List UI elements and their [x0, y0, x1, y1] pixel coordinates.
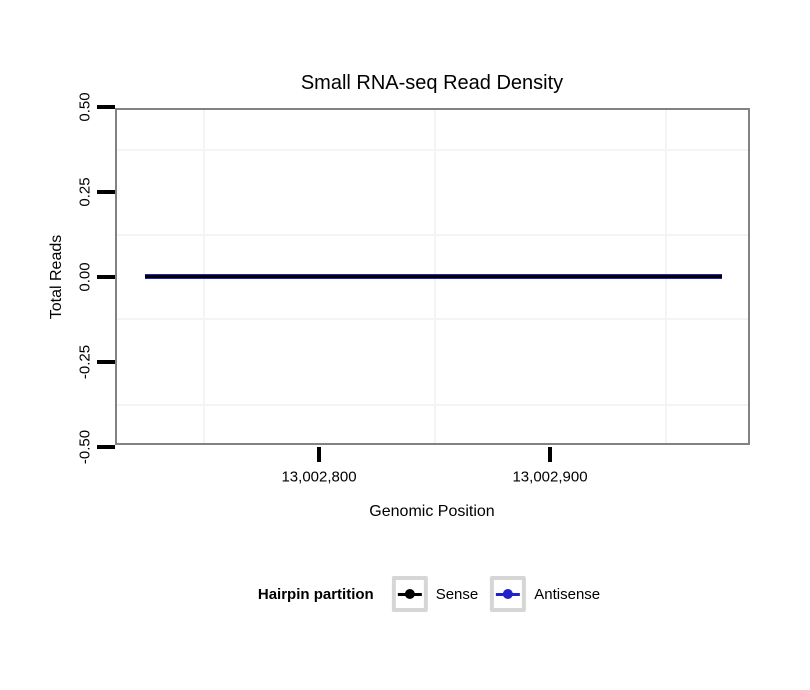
legend-label-antisense: Antisense	[534, 585, 601, 603]
y-tick-label: 0.50	[76, 92, 94, 122]
y-axis-tick	[97, 445, 115, 449]
minor-gridline-h	[117, 318, 748, 320]
y-tick-label: 0.25	[76, 177, 94, 207]
plot-panel	[115, 108, 750, 445]
minor-gridline-h	[117, 149, 748, 151]
y-axis-title: Total Reads	[48, 234, 65, 320]
y-axis-tick	[97, 360, 115, 364]
sense-series-line	[145, 275, 722, 278]
y-tick-label: 0.00	[76, 262, 94, 292]
y-tick-label: -0.50	[76, 429, 94, 465]
chart-title: Small RNA-seq Read Density	[300, 72, 564, 94]
minor-gridline-h	[117, 234, 748, 236]
x-axis-title: Genomic Position	[369, 503, 495, 520]
legend: Hairpin partition Sense Antisense	[258, 576, 612, 612]
y-tick-label: -0.25	[76, 344, 94, 380]
x-tick-label: 13,002,900	[512, 468, 588, 486]
legend-label-sense: Sense	[435, 585, 479, 603]
sense-point-glyph-icon	[404, 589, 415, 599]
x-axis-tick	[548, 447, 552, 462]
legend-entry-sense: Sense	[391, 576, 479, 612]
legend-entry-antisense: Antisense	[490, 576, 600, 612]
legend-key-sense	[391, 576, 428, 612]
x-axis-tick	[317, 447, 321, 462]
y-axis-tick	[97, 190, 115, 194]
y-axis-tick	[97, 275, 115, 279]
minor-gridline-h	[117, 404, 748, 406]
legend-key-antisense	[490, 576, 527, 612]
y-axis-tick	[97, 105, 115, 109]
antisense-point-glyph-icon	[503, 589, 514, 599]
x-tick-label: 13,002,800	[281, 468, 357, 486]
legend-title: Hairpin partition	[257, 585, 374, 603]
